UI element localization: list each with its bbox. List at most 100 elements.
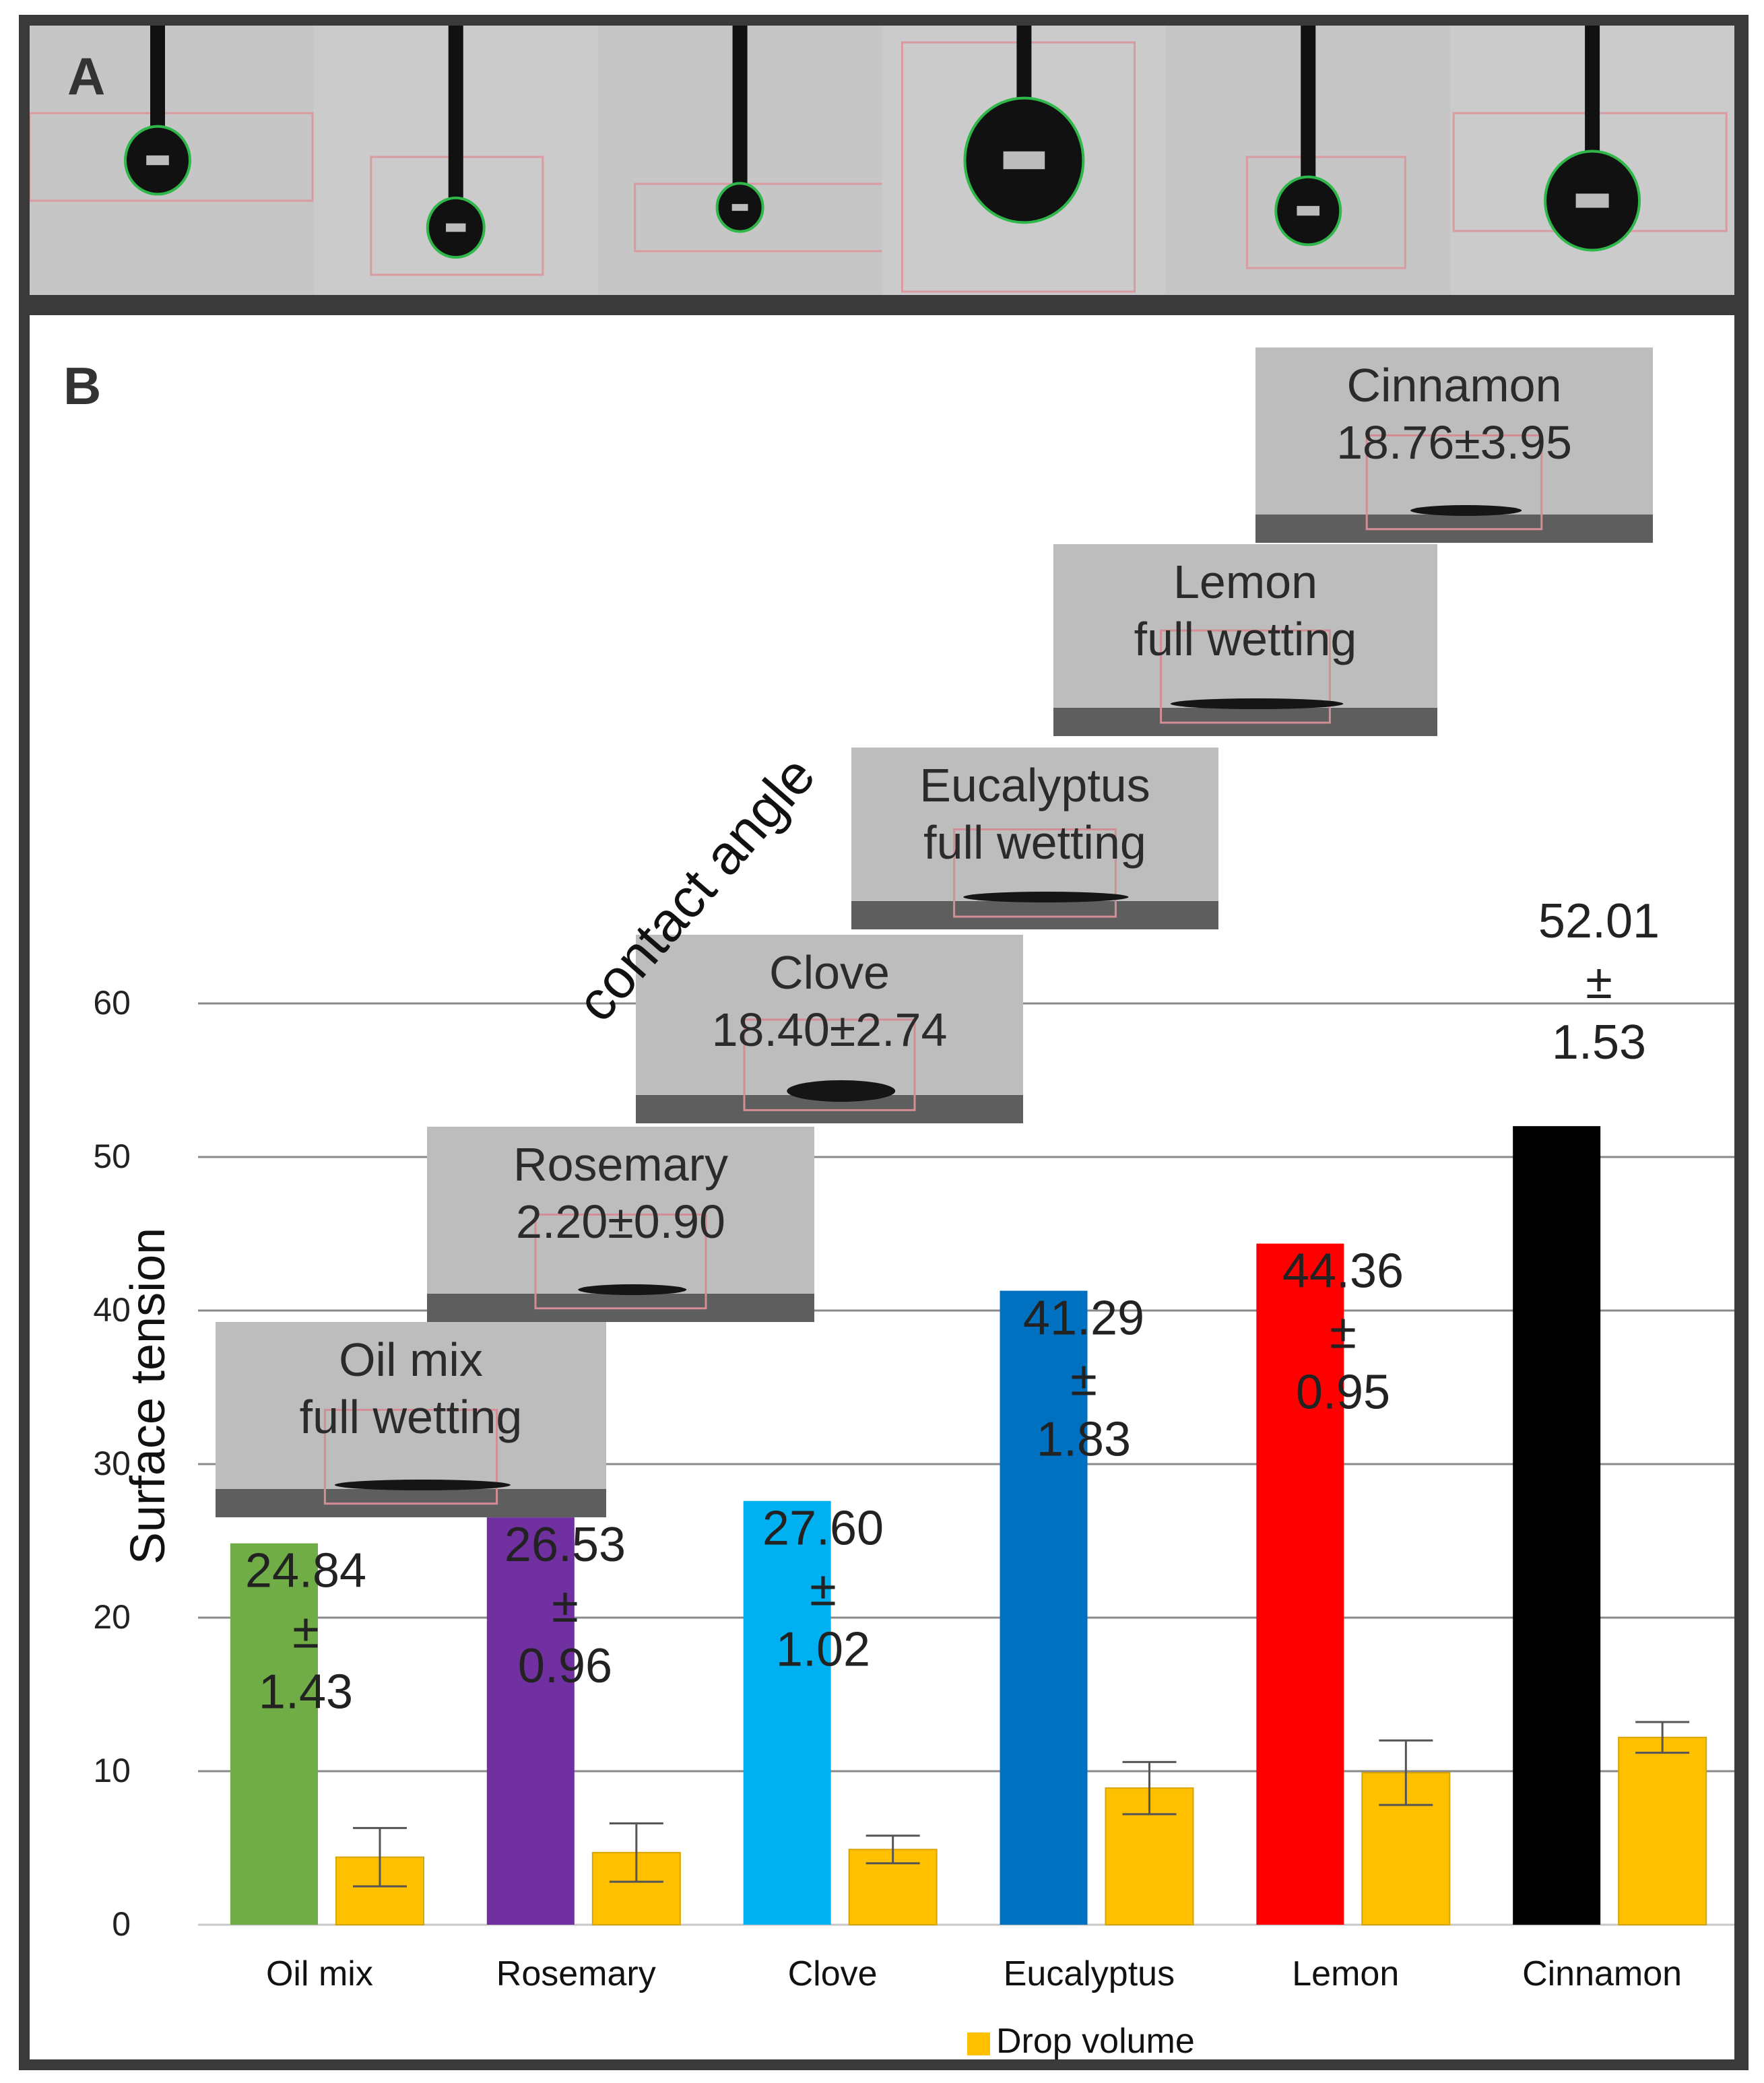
surface-tension-bar-eucalyptus (1000, 1290, 1088, 1925)
drop-highlight (1297, 205, 1320, 216)
x-tick-label: Clove (788, 1954, 878, 1993)
pendant-drop-images (30, 26, 1734, 295)
image-oil-name: Cinnamon (1346, 359, 1561, 411)
value-label-rosemary: 26.53 ±0.96 (504, 1518, 626, 1693)
value-label-pm: ± (1330, 1305, 1357, 1359)
image-oil-name: Rosemary (513, 1138, 728, 1191)
value-label-mean: 44.36 (1282, 1245, 1404, 1298)
value-label-clove: 27.60 ±1.02 (762, 1502, 884, 1677)
value-label-error: 0.95 (1296, 1366, 1390, 1420)
image-contact-angle-value: 18.40±2.74 (712, 1003, 948, 1056)
value-label-pm: ± (810, 1562, 837, 1616)
drop-highlight (1575, 193, 1609, 208)
value-label-pm: ± (1586, 955, 1612, 1009)
drop-highlight (446, 223, 466, 232)
measurement-box (534, 1214, 707, 1310)
y-tick-label: 10 (93, 1752, 131, 1789)
image-contact-angle-value: full wetting (923, 816, 1146, 869)
image-oil-name: Lemon (1173, 556, 1317, 608)
surface-tension-chart: 0 10 20 30 40 50 60 Surface tension Oil mix Rosem… (93, 348, 1737, 2061)
value-label-error: 1.02 (776, 1623, 870, 1677)
value-label-pm: ± (1070, 1352, 1097, 1406)
value-label-eucalyptus: 41.29 ±1.83 (1023, 1292, 1144, 1467)
panel-a-label: A (67, 46, 106, 106)
panel-a: A (30, 26, 1734, 295)
substrate (851, 901, 1218, 929)
value-label-mean: 26.53 (504, 1518, 626, 1572)
y-tick-label: 60 (93, 984, 131, 1022)
value-label-lemon: 44.36 ±0.95 (1282, 1245, 1404, 1420)
needle (150, 26, 165, 141)
image-oil-name: Eucalyptus (919, 759, 1150, 812)
needle (448, 26, 463, 211)
measurement-box (1160, 629, 1331, 724)
surface-tension-bar-lemon (1256, 1243, 1344, 1925)
value-label-mean: 27.60 (762, 1502, 884, 1556)
y-tick-label: 0 (112, 1905, 131, 1943)
value-label-error: 1.53 (1552, 1016, 1646, 1069)
image-contact-angle-value: 2.20±0.90 (516, 1195, 725, 1248)
value-label-mean: 41.29 (1023, 1292, 1144, 1346)
value-label-error: 0.96 (518, 1639, 612, 1693)
sessile-drop (578, 1284, 687, 1295)
x-tick-label: Eucalyptus (1004, 1954, 1175, 1993)
pendant-drop-rosemary (313, 26, 598, 295)
image-oil-name: Clove (769, 946, 890, 999)
measurement-box (743, 1018, 916, 1111)
surface-tension-bar-oil-mix (230, 1543, 318, 1925)
y-axis-label: Surface tension (121, 1228, 175, 1564)
value-label-cinnamon: 52.01 ±1.53 (1538, 894, 1660, 1069)
drop-highlight (1003, 151, 1045, 170)
pendant-drop-oil-mix (30, 26, 314, 295)
measurement-box (30, 112, 314, 202)
surface-tension-bar-clove (743, 1500, 831, 1925)
pendant-drop-eucalyptus (882, 26, 1167, 295)
needle (1301, 26, 1316, 192)
image-contact-angle-value: 18.76±3.95 (1336, 416, 1572, 469)
surface-tension-bar-cinnamon (1513, 1126, 1601, 1925)
value-label-pm: ± (552, 1579, 579, 1632)
image-contact-angle-value: full wetting (1134, 613, 1357, 665)
needle (732, 26, 748, 194)
panel-b-label: B (63, 356, 102, 416)
image-contact-angle-value: full wetting (300, 1391, 523, 1443)
needle (1585, 26, 1600, 172)
sessile-drop (1410, 505, 1522, 516)
value-label-mean: 24.84 (245, 1544, 366, 1598)
pendant-drop-lemon (1166, 26, 1451, 295)
x-tick-label: Cinnamon (1522, 1954, 1682, 1993)
pendant-drop-cinnamon (1450, 26, 1734, 295)
value-label-mean: 52.01 (1538, 894, 1660, 948)
y-tick-label: 30 (93, 1445, 131, 1482)
y-tick-label: 20 (93, 1598, 131, 1636)
drop-highlight (146, 155, 169, 166)
y-tick-label: 50 (93, 1137, 131, 1175)
x-tick-label: Lemon (1292, 1954, 1399, 1993)
sessile-drop (963, 892, 1129, 902)
measurement-box (1365, 434, 1543, 531)
measurement-box (1245, 156, 1406, 269)
sessile-drop (1170, 698, 1344, 709)
legend: Drop volume (967, 2022, 1195, 2061)
sessile-drop (334, 1480, 511, 1490)
measurement-box (953, 828, 1117, 918)
x-tick-label: Oil mix (266, 1954, 373, 1993)
pendant-drop-clove (597, 26, 892, 295)
legend-swatch-drop-volume (967, 2032, 990, 2055)
value-label-error: 1.43 (259, 1665, 353, 1719)
image-oil-name: Oil mix (339, 1333, 483, 1386)
value-label-pm: ± (292, 1605, 319, 1659)
y-tick-label: 40 (93, 1291, 131, 1329)
sessile-drop (787, 1080, 896, 1102)
x-tick-label: Rosemary (496, 1954, 656, 1993)
legend-label-drop-volume: Drop volume (996, 2022, 1195, 2059)
value-label-oil-mix: 24.84 ±1.43 (245, 1544, 366, 1719)
drop-highlight (731, 203, 748, 211)
panel-b: B 0 10 20 30 40 50 60 Surface tension Oil mix Ros… (30, 315, 1737, 2061)
